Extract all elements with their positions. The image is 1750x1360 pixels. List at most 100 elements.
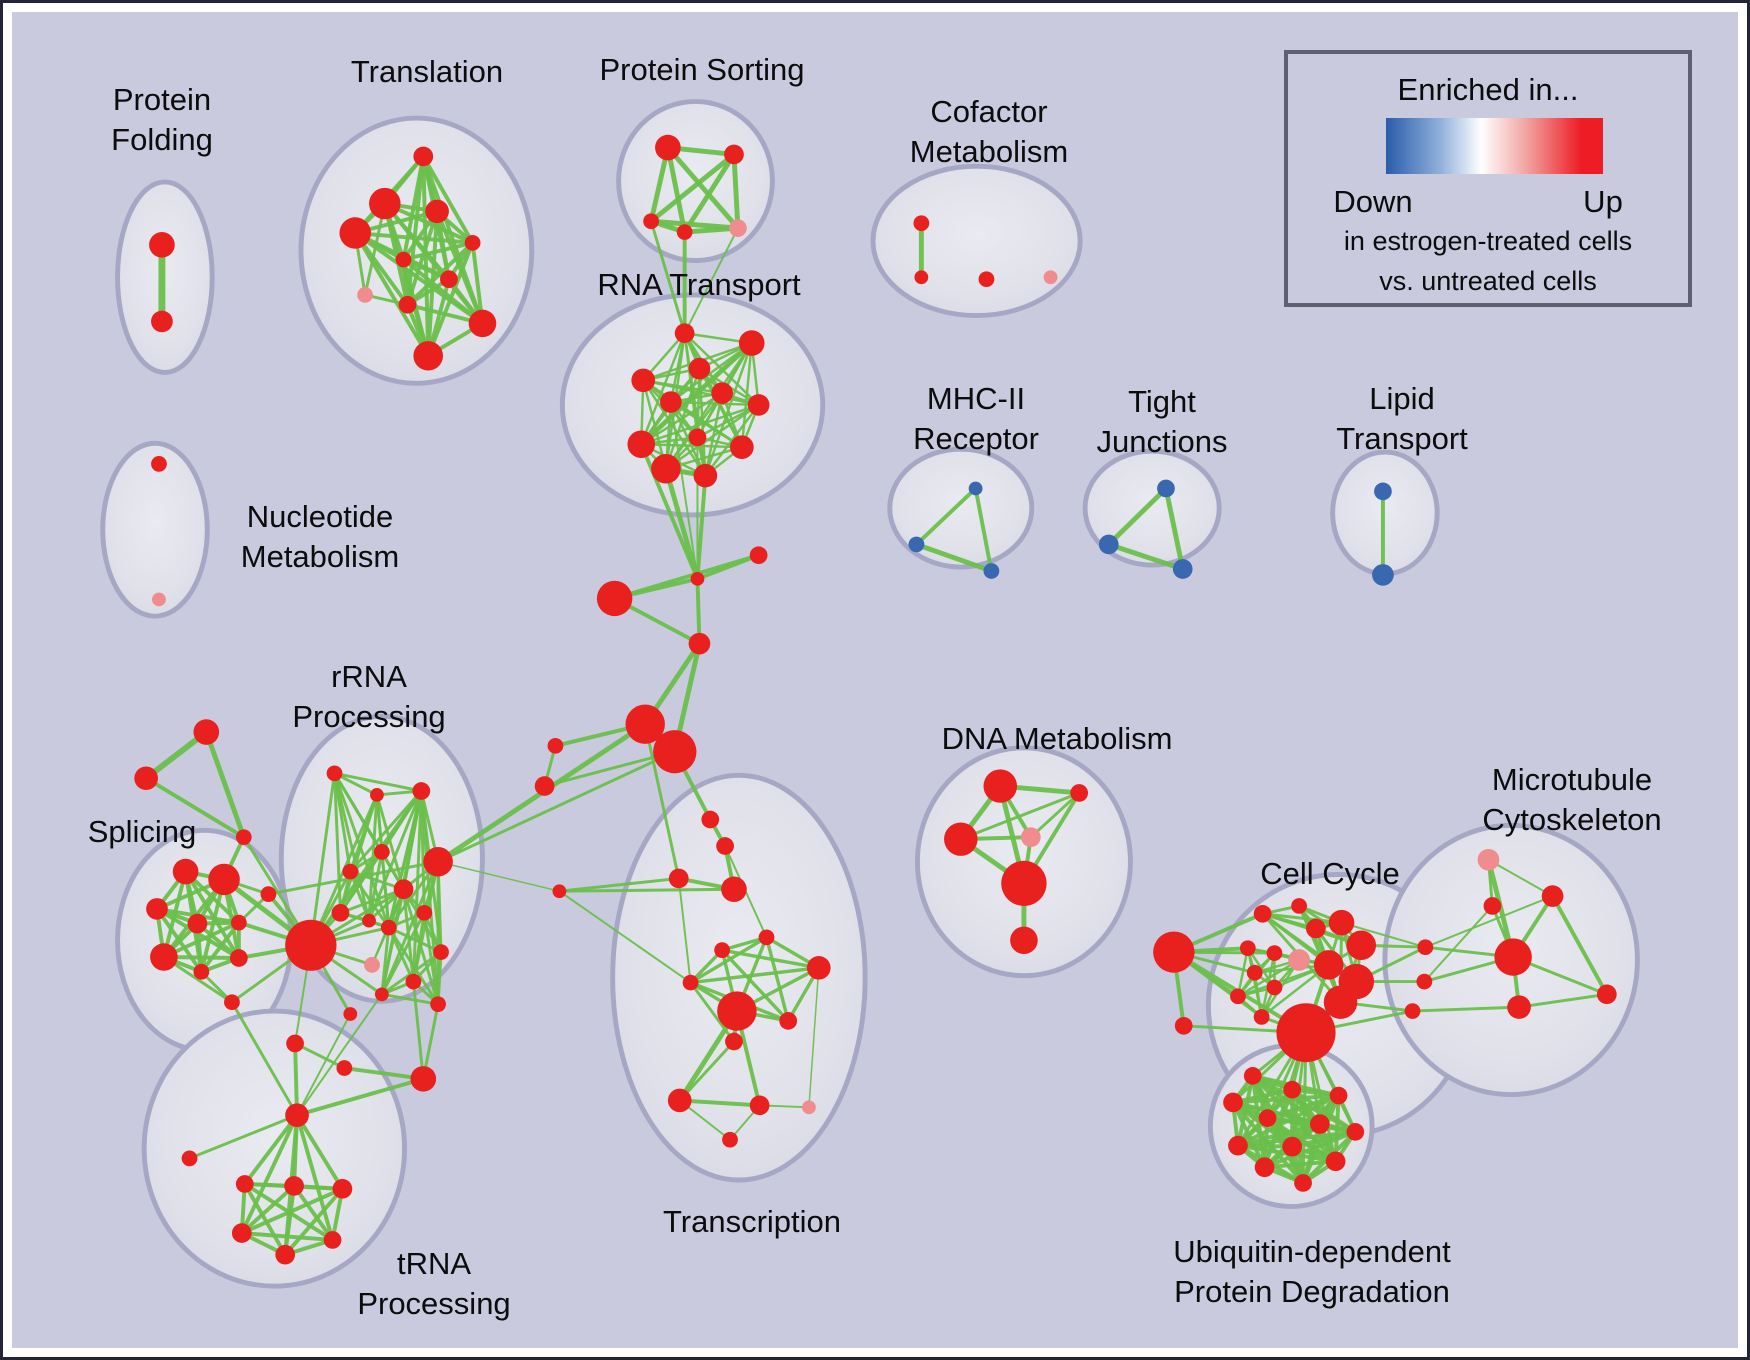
cluster-ellipse-cofactor-metabolism [870,163,1083,319]
network-node [596,580,633,617]
network-edge [665,145,688,235]
network-node [1329,1086,1348,1105]
network-edge [411,980,425,1081]
network-node [1282,1136,1303,1157]
network-edge [558,890,692,984]
network-edge [402,887,440,1006]
network-edge [557,876,681,893]
network-node [1346,930,1377,960]
network-node [802,1100,816,1115]
network-edge [557,887,736,893]
network-node [682,974,699,991]
network-edge [199,920,241,974]
network-edge [401,257,485,326]
network-node [1325,1151,1346,1172]
network-node [729,219,747,237]
network-edge [1163,485,1186,572]
legend-caption-line2: vs. untreated cells [1379,266,1597,296]
network-node [364,957,380,973]
network-node [1328,909,1355,936]
cluster-ellipse-trna-processing [141,1008,408,1289]
network-node [187,913,208,934]
network-node [655,134,681,161]
network-node [738,330,765,356]
network-node [1323,985,1358,1019]
network-edge [283,1186,345,1257]
legend-gradient-bar [1386,118,1603,174]
network-edge [144,776,246,840]
network-edge [638,340,755,447]
network-edge [230,1000,299,1117]
network-edge [1236,963,1330,998]
network-node [413,341,444,371]
network-edge [380,850,391,930]
network-node [357,287,373,303]
network-node [425,199,449,224]
network-node [230,914,247,931]
network-edge [380,887,406,996]
network-node [631,368,656,393]
network-node [149,232,175,258]
network-node [260,886,277,903]
legend-caption-line1: in estrogen-treated cells [1343,226,1633,256]
network-edge [1340,921,1427,949]
network-edge [1424,895,1554,949]
network-node [711,382,733,404]
network-edge [419,789,440,1006]
network-edge [283,1183,297,1257]
network-edge [973,486,994,573]
network-node [1157,479,1175,498]
network-edge [1106,485,1169,547]
network-node [552,884,567,899]
network-node [779,1012,798,1030]
network-edge [421,154,475,245]
network-edge [411,789,423,984]
network-node [193,719,220,745]
network-node [285,919,337,971]
network-node [1346,1123,1365,1141]
network-node [676,224,693,240]
network-edge [1235,1122,1322,1148]
network-node [370,788,384,802]
network-node [717,991,757,1031]
network-node [1246,964,1263,981]
network-node [653,730,697,774]
network-node [667,1088,692,1113]
network-edge [695,576,702,646]
network-edge [333,771,342,915]
network-edge [683,332,707,477]
network-node [151,310,173,333]
network-node [714,942,731,959]
network-node [423,847,453,877]
network-edge [640,443,744,449]
network-edge [669,401,699,580]
network-node [1541,885,1564,907]
network-node [1294,1174,1312,1192]
network-edge [649,219,687,335]
network-edge [1236,958,1301,998]
network-edge [338,850,384,915]
network-edge [239,1183,297,1236]
network-edge [242,1113,300,1186]
network-node [1283,1080,1302,1099]
network-node [235,1175,254,1193]
network-edge [380,992,440,1006]
network-edge [913,541,994,574]
network-node [152,592,166,607]
network-edge [239,1113,300,1236]
network-node [1258,1109,1277,1127]
network-node [1288,949,1310,971]
network-edge [764,935,790,1023]
network-edge [295,1113,335,1242]
network-node [716,837,734,855]
network-edge [1029,791,1081,839]
network-node [146,898,168,920]
network-node [1404,1003,1421,1019]
network-edge [663,466,700,582]
network-node [944,822,978,856]
network-node [1306,918,1326,939]
network-node [1483,897,1502,915]
network-node [968,481,983,496]
network-node [468,309,497,338]
network-node [413,146,434,167]
